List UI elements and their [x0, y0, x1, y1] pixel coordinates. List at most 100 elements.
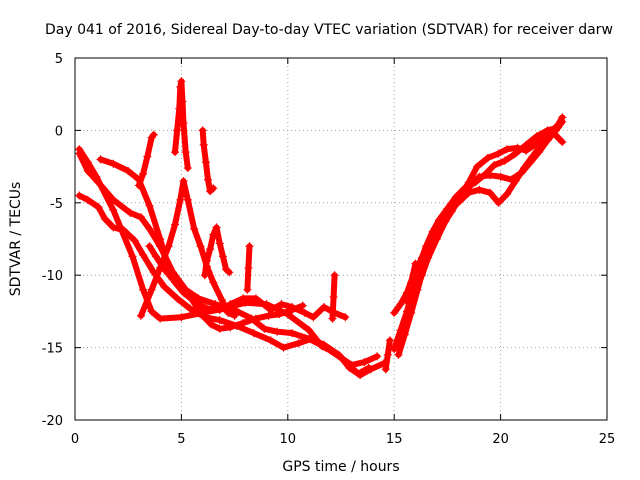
data-point [407, 278, 416, 287]
data-point [175, 104, 184, 113]
x-tick-label: 5 [177, 432, 185, 447]
data-point [94, 203, 103, 212]
data-point [483, 153, 492, 162]
data-point [207, 320, 216, 329]
data-point [145, 201, 154, 210]
data-point [298, 301, 307, 310]
series-line [76, 150, 381, 368]
data-point [307, 334, 316, 343]
data-point [300, 308, 309, 317]
data-point [411, 288, 420, 297]
data-point [500, 156, 509, 165]
data-point [173, 126, 182, 135]
data-point [168, 275, 177, 284]
data-point [528, 152, 537, 161]
plot-frame [74, 57, 608, 421]
data-point [277, 300, 286, 309]
data-point [543, 132, 552, 141]
data-point [475, 185, 484, 194]
data-point [212, 223, 221, 232]
data-point [178, 97, 187, 106]
data-point [202, 256, 211, 265]
data-point [494, 149, 503, 158]
data-point [513, 143, 522, 152]
data-point [188, 295, 197, 304]
data-point [522, 146, 531, 155]
data-point [217, 295, 226, 304]
data-point [394, 350, 403, 359]
series-spike-1 [134, 130, 158, 190]
data-point [411, 259, 420, 268]
x-axis-label: GPS time / hours [282, 459, 399, 475]
data-point [496, 172, 505, 181]
data-point [417, 271, 426, 280]
data-point [330, 271, 339, 280]
data-point [251, 294, 260, 303]
data-point [288, 305, 297, 314]
data-point [502, 145, 511, 154]
data-point [385, 336, 394, 345]
data-point [204, 175, 212, 184]
data-point [558, 117, 567, 126]
y-tick-label: -20 [42, 414, 63, 429]
x-tick-label: 15 [386, 432, 403, 447]
series-spike-2 [171, 77, 192, 173]
data-point [177, 313, 186, 322]
data-point [239, 318, 248, 327]
data-point [171, 148, 180, 157]
data-point [426, 235, 435, 243]
x-tick-label: 20 [492, 432, 509, 447]
data-point [109, 159, 118, 168]
data-point [549, 129, 558, 138]
data-point [485, 188, 494, 197]
data-point [126, 208, 135, 217]
data-point [145, 224, 154, 233]
data-point [537, 140, 546, 149]
data-point [196, 242, 205, 251]
data-point [109, 223, 118, 232]
data-point [319, 340, 328, 349]
data-point [485, 171, 494, 180]
data-point [149, 130, 158, 139]
data-point [156, 235, 165, 243]
data-point [179, 177, 188, 186]
data-point [183, 164, 192, 173]
data-point [244, 263, 253, 272]
data-point [128, 252, 137, 261]
data-point [305, 326, 314, 335]
data-point [209, 230, 218, 239]
data-point [266, 336, 275, 345]
data-point [502, 190, 511, 199]
data-point [198, 311, 207, 320]
data-point [145, 242, 154, 251]
y-tick-label: 5 [55, 52, 63, 67]
series-spike-8 [402, 259, 420, 306]
data-point [494, 198, 503, 207]
data-point [273, 327, 282, 336]
data-point [177, 77, 186, 86]
data-point [160, 265, 169, 274]
data-point [464, 188, 473, 197]
data-point [156, 314, 165, 323]
y-tick-label: -15 [42, 342, 63, 357]
data-point [200, 271, 209, 280]
data-point [136, 311, 145, 320]
x-tick-label: 0 [71, 432, 79, 447]
data-point [475, 172, 484, 181]
data-point [202, 304, 211, 313]
y-tick-label: -5 [50, 197, 63, 212]
data-point [434, 219, 443, 228]
data-point [176, 82, 185, 91]
series-spike-5 [243, 242, 254, 294]
data-point [147, 307, 156, 316]
series-arc-f [145, 242, 307, 333]
data-point [224, 308, 233, 317]
data-point [215, 316, 224, 325]
data-point [218, 252, 227, 261]
grid [75, 58, 607, 420]
y-tick-label: -10 [42, 269, 63, 284]
series-spike-3 [198, 126, 218, 196]
data-point [201, 158, 210, 167]
data-point [206, 245, 215, 254]
data-point [215, 305, 224, 314]
